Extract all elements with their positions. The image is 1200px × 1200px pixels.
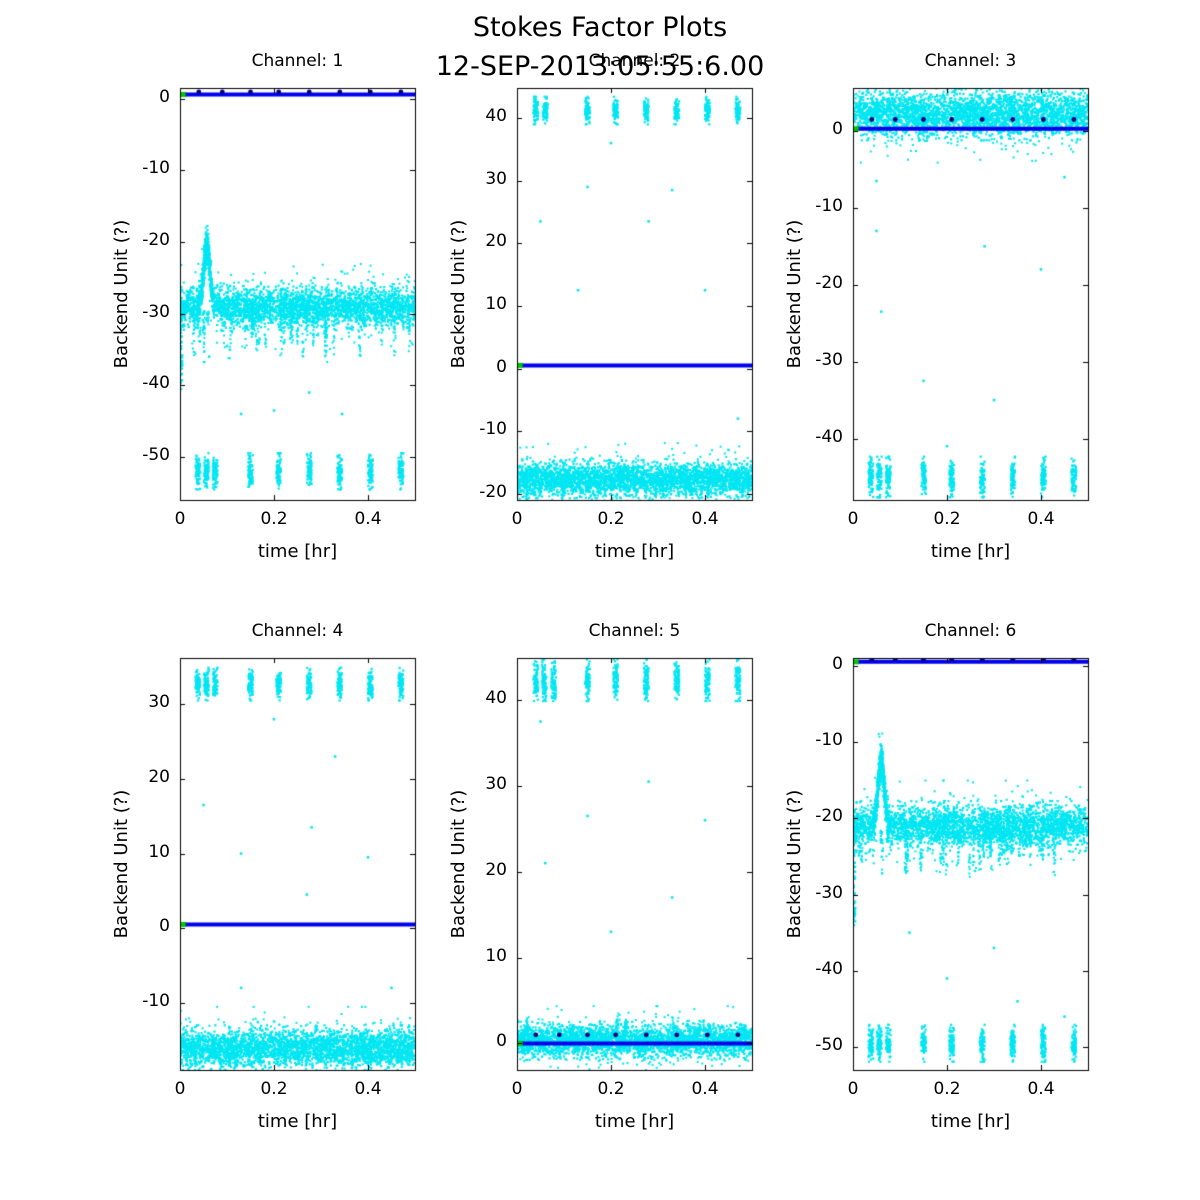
x-tick-label: 0	[511, 1079, 523, 1099]
y-tick-label: -40	[815, 958, 843, 979]
y-tick-label: -20	[815, 806, 843, 827]
x-tick-label: 0.4	[354, 509, 382, 529]
y-tick-label: -50	[815, 1035, 843, 1056]
x-axis-label: time [hr]	[930, 541, 1011, 562]
x-tick-label: 0.2	[260, 1079, 288, 1099]
y-tick-label: 20	[485, 231, 507, 252]
x-tick-label: 0.2	[597, 1079, 625, 1099]
y-tick-label: 40	[485, 106, 507, 127]
y-tick-label: -30	[815, 882, 843, 903]
x-tick-label: 0	[847, 1079, 859, 1099]
y-tick-label: 0	[832, 119, 843, 140]
x-tick-label: 0	[174, 509, 186, 529]
y-axis-label: Backend Unit (?)	[111, 789, 133, 939]
y-tick-label: -10	[815, 729, 843, 750]
y-axis-label: Backend Unit (?)	[784, 789, 806, 939]
y-tick-label: -40	[815, 426, 843, 447]
y-tick-label: -20	[142, 230, 170, 251]
x-tick-label: 0	[511, 509, 523, 529]
x-axis-label: time [hr]	[257, 541, 338, 562]
y-axis-label: Backend Unit (?)	[448, 789, 470, 939]
x-tick-label: 0.4	[1027, 509, 1055, 529]
x-axis-label: time [hr]	[594, 541, 675, 562]
x-tick-label: 0.2	[260, 509, 288, 529]
y-axis-label: Backend Unit (?)	[448, 219, 470, 369]
subplot-title: Channel: 6	[924, 621, 1017, 641]
x-tick-label: 0.4	[691, 509, 719, 529]
y-tick-label: 30	[485, 168, 507, 189]
y-tick-label: 30	[485, 773, 507, 794]
y-tick-label: -20	[479, 481, 507, 502]
y-tick-label: 30	[148, 692, 170, 713]
y-tick-label: -30	[142, 301, 170, 322]
y-tick-label: -10	[815, 195, 843, 216]
y-tick-label: -40	[142, 373, 170, 394]
y-axis-label: Backend Unit (?)	[784, 219, 806, 369]
y-tick-label: 0	[496, 1031, 507, 1052]
y-tick-label: 10	[485, 945, 507, 966]
y-tick-label: 10	[485, 293, 507, 314]
subplot-title: Channel: 1	[251, 51, 344, 71]
y-tick-label: -30	[815, 349, 843, 370]
figure-timestamp: 12-SEP-2013:05:55:6.00	[435, 51, 765, 82]
x-tick-label: 0.4	[354, 1079, 382, 1099]
subplot-title: Channel: 3	[924, 51, 1017, 71]
x-tick-label: 0.4	[691, 1079, 719, 1099]
x-axis-label: time [hr]	[257, 1111, 338, 1132]
subplot-title: Channel: 2	[588, 51, 681, 71]
y-tick-label: -10	[142, 990, 170, 1011]
y-tick-label: 10	[148, 841, 170, 862]
x-axis-label: time [hr]	[930, 1111, 1011, 1132]
y-tick-label: 0	[496, 356, 507, 377]
x-tick-label: 0.2	[597, 509, 625, 529]
y-tick-label: 40	[485, 688, 507, 709]
x-tick-label: 0	[847, 509, 859, 529]
x-tick-label: 0.2	[933, 509, 961, 529]
y-tick-label: -20	[815, 272, 843, 293]
y-tick-label: 0	[159, 916, 170, 937]
y-tick-label: 0	[832, 653, 843, 674]
x-tick-label: 0.2	[933, 1079, 961, 1099]
figure-title: Stokes Factor Plots	[472, 12, 728, 43]
subplot-title: Channel: 5	[588, 621, 681, 641]
y-tick-label: 20	[148, 766, 170, 787]
x-tick-label: 0	[174, 1079, 186, 1099]
y-tick-label: -50	[142, 445, 170, 465]
y-tick-label: -10	[479, 419, 507, 440]
y-tick-label: 0	[159, 86, 170, 107]
x-tick-label: 0.4	[1027, 1079, 1055, 1099]
x-axis-label: time [hr]	[594, 1111, 675, 1132]
subplot-title: Channel: 4	[251, 621, 344, 641]
y-axis-label: Backend Unit (?)	[111, 219, 133, 369]
y-tick-label: 20	[485, 859, 507, 880]
y-tick-label: -10	[142, 158, 170, 179]
